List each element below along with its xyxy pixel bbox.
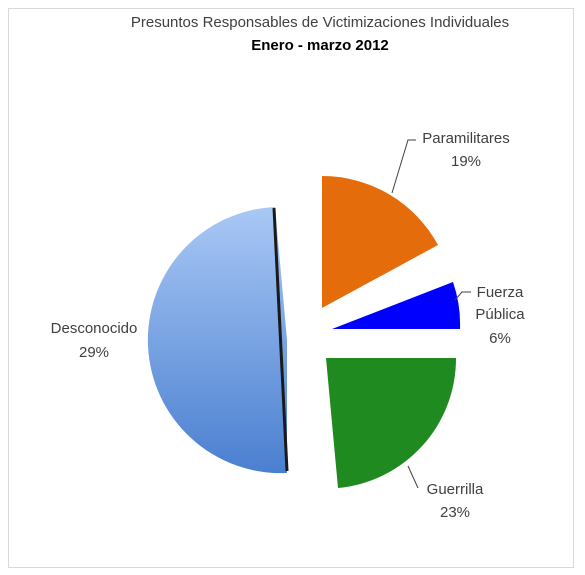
label-desconocido-name: Desconocido xyxy=(51,320,138,337)
leader-paramilitares xyxy=(391,139,416,194)
pie-slice-guerrilla xyxy=(326,358,457,488)
label-paramilitares-name: Paramilitares xyxy=(422,130,510,147)
pie-slice-fuerza-publica xyxy=(332,282,461,329)
label-paramilitares-pct: 19% xyxy=(451,153,481,170)
leader-guerrilla xyxy=(407,465,419,489)
label-guerrilla-pct: 23% xyxy=(440,504,470,521)
slice-edge-shadow xyxy=(272,207,289,472)
chart-frame xyxy=(8,8,574,568)
pie-slice-desconocido xyxy=(147,207,287,474)
label-guerrilla-name: Guerrilla xyxy=(427,481,484,498)
chart-subtitle: Enero - marzo 2012 xyxy=(251,37,389,54)
leader-fuerza-publica xyxy=(454,291,471,301)
label-desconocido-pct: 29% xyxy=(79,344,109,361)
pie-slice-paramilitares xyxy=(322,175,438,308)
label-fuerza-name: Fuerza xyxy=(477,284,524,301)
label-fuerza-pct: 6% xyxy=(489,330,511,347)
label-fuerza-name-2: Pública xyxy=(475,306,525,323)
chart-title: Presuntos Responsables de Victimizacione… xyxy=(130,14,510,31)
